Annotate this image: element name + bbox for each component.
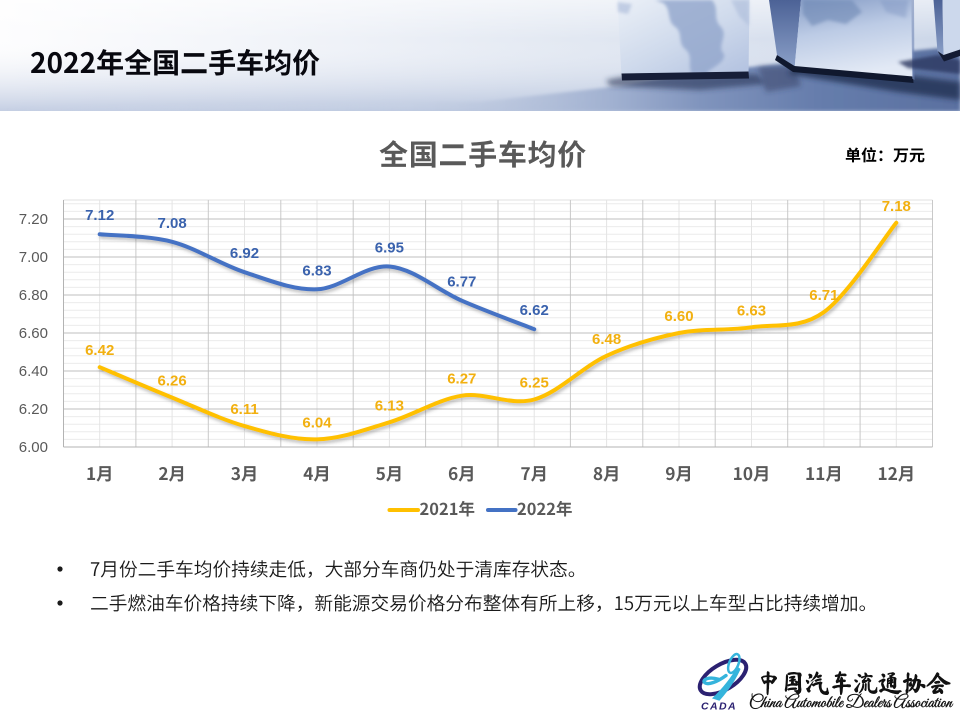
svg-text:6.11: 6.11 (230, 401, 258, 418)
svg-text:CADA: CADA (701, 700, 737, 712)
svg-text:6.42: 6.42 (85, 342, 114, 359)
svg-text:6.80: 6.80 (19, 287, 48, 304)
svg-text:6.13: 6.13 (375, 397, 404, 414)
svg-text:7.12: 7.12 (85, 207, 114, 224)
svg-text:6.60: 6.60 (19, 325, 48, 342)
svg-text:6.92: 6.92 (230, 245, 259, 262)
svg-text:7.18: 7.18 (882, 198, 911, 215)
svg-text:6.63: 6.63 (737, 302, 766, 319)
svg-text:6.60: 6.60 (664, 308, 693, 325)
svg-text:6.95: 6.95 (375, 240, 404, 257)
svg-text:6.20: 6.20 (19, 401, 48, 418)
svg-text:6.27: 6.27 (447, 371, 476, 388)
svg-text:6.48: 6.48 (592, 331, 621, 348)
svg-text:6.26: 6.26 (157, 373, 186, 390)
svg-text:6.40: 6.40 (19, 363, 48, 380)
svg-text:7.00: 7.00 (19, 249, 48, 266)
svg-text:6.00: 6.00 (19, 439, 48, 456)
svg-text:6.71: 6.71 (809, 287, 838, 304)
svg-text:6.25: 6.25 (520, 375, 549, 392)
svg-text:6.77: 6.77 (447, 274, 476, 291)
svg-text:6.62: 6.62 (520, 302, 549, 319)
svg-text:7.20: 7.20 (19, 211, 48, 228)
svg-text:6.04: 6.04 (302, 414, 332, 431)
svg-text:7.08: 7.08 (157, 215, 186, 232)
svg-text:6.83: 6.83 (302, 262, 331, 279)
